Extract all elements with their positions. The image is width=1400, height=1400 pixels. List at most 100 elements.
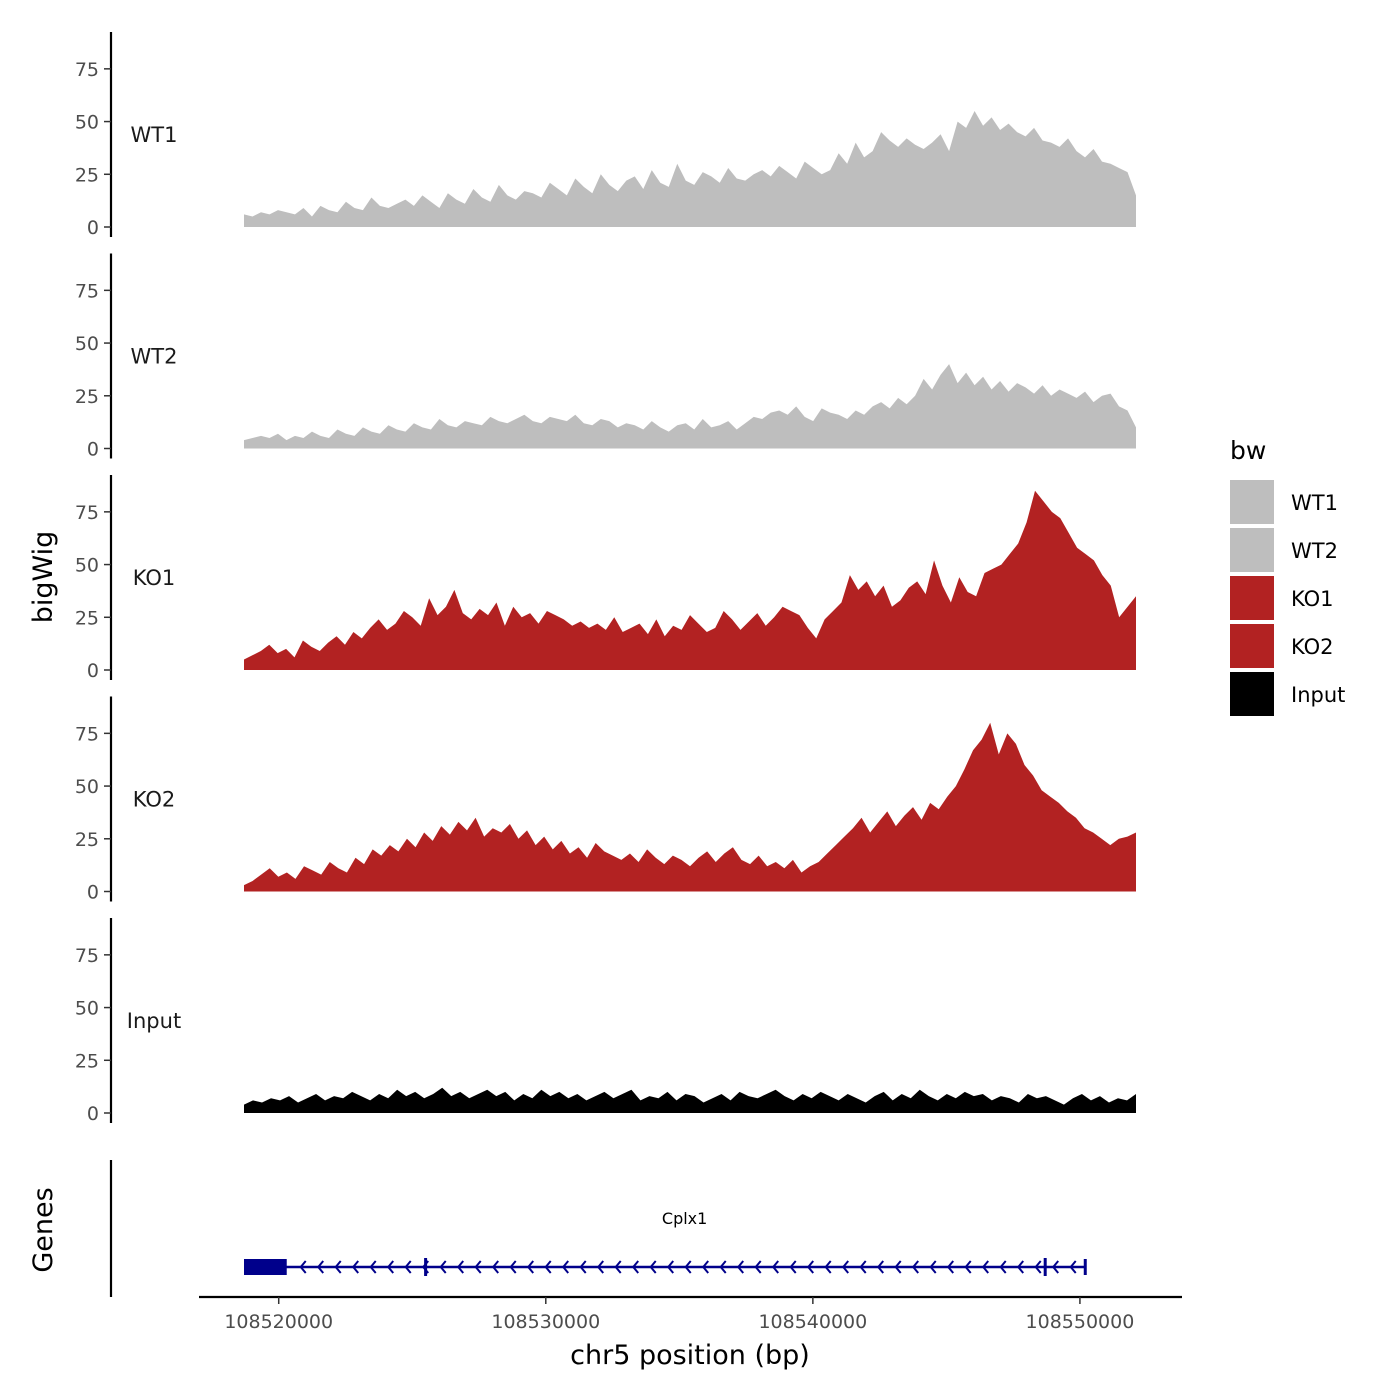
y-tick-label: 50 <box>75 112 99 134</box>
strand-arrow <box>456 1260 464 1274</box>
strand-arrow <box>736 1260 744 1274</box>
strand-arrow <box>911 1260 919 1274</box>
gene-label: Cplx1 <box>662 1209 707 1228</box>
strand-arrow <box>929 1260 937 1274</box>
x-tick-label: 108550000 <box>1026 1311 1135 1333</box>
y-tick-label: 75 <box>75 59 99 81</box>
strand-arrow <box>981 1260 989 1274</box>
track-label-wt2: WT2 <box>131 345 178 369</box>
strand-arrow <box>719 1260 727 1274</box>
strand-arrow <box>614 1260 622 1274</box>
strand-arrow <box>649 1260 657 1274</box>
strand-arrow <box>579 1260 587 1274</box>
gene-exon <box>244 1259 287 1275</box>
x-tick-label: 108540000 <box>758 1311 867 1333</box>
track-label-ko2: KO2 <box>133 788 176 812</box>
area-input <box>244 1087 1136 1113</box>
y-tick-label: 75 <box>75 280 99 302</box>
x-axis-title: chr5 position (bp) <box>570 1340 810 1371</box>
gene-track: Cplx1 <box>109 1160 1087 1297</box>
strand-arrow <box>1034 1260 1042 1274</box>
x-axis: 108520000 108530000 108540000 108550000 <box>199 1295 1182 1333</box>
legend-label: KO1 <box>1291 587 1334 611</box>
legend-label: Input <box>1291 683 1345 707</box>
strand-arrow <box>894 1260 902 1274</box>
strand-arrow <box>439 1260 447 1274</box>
legend-title: bw <box>1230 436 1266 465</box>
strand-arrow <box>561 1260 569 1274</box>
strand-arrow <box>631 1260 639 1274</box>
area-ko1 <box>244 490 1136 670</box>
y-tick-label: 75 <box>75 723 99 745</box>
strand-arrow <box>316 1260 324 1274</box>
x-tick-label: 108530000 <box>491 1311 600 1333</box>
track-ko1: 0 25 50 75 KO1 <box>75 475 1136 682</box>
strand-arrow <box>824 1260 832 1274</box>
track-label-input: Input <box>127 1009 181 1033</box>
track-wt1: 0 25 50 75 WT1 <box>75 32 1136 239</box>
strand-arrow <box>334 1260 342 1274</box>
strand-arrow <box>806 1260 814 1274</box>
legend: bw WT1 WT2 KO1 KO2 Input <box>1230 436 1345 716</box>
strand-arrow <box>1016 1260 1024 1274</box>
y-tick-label: 0 <box>87 660 99 682</box>
y-tick-label: 25 <box>75 607 99 629</box>
y-tick-label: 0 <box>87 882 99 904</box>
strand-arrow <box>666 1260 674 1274</box>
legend-entry-input: Input <box>1230 672 1345 716</box>
area-ko2 <box>244 722 1136 892</box>
strand-arrow <box>1051 1260 1059 1274</box>
strand-arrow <box>351 1260 359 1274</box>
y-tick-label: 25 <box>75 164 99 186</box>
legend-key <box>1230 480 1274 524</box>
strand-arrow <box>964 1260 972 1274</box>
y-tick-label: 75 <box>75 502 99 524</box>
y-tick-label: 50 <box>75 998 99 1020</box>
y-axis-title: bigWig <box>28 531 59 624</box>
area-wt2 <box>244 364 1136 449</box>
strand-arrow <box>771 1260 779 1274</box>
legend-label: WT2 <box>1291 539 1338 563</box>
strand-arrow <box>859 1260 867 1274</box>
track-ko2: 0 25 50 75 KO2 <box>75 696 1136 904</box>
y-tick-label: 25 <box>75 829 99 851</box>
strand-arrow <box>789 1260 797 1274</box>
gene-cplx1: Cplx1 <box>244 1209 1087 1276</box>
strand-arrow <box>841 1260 849 1274</box>
legend-key <box>1230 576 1274 620</box>
y-tick-label: 50 <box>75 776 99 798</box>
strand-arrow <box>491 1260 499 1274</box>
strand-arrow <box>386 1260 394 1274</box>
legend-key <box>1230 528 1274 572</box>
track-input: 0 25 50 75 Input <box>75 918 1136 1125</box>
y-tick-label: 0 <box>87 217 99 239</box>
y-tick-label: 0 <box>87 1103 99 1125</box>
strand-arrow <box>509 1260 517 1274</box>
strand-arrow <box>701 1260 709 1274</box>
y-tick-label: 75 <box>75 945 99 967</box>
strand-arrow <box>876 1260 884 1274</box>
y-tick-label: 50 <box>75 555 99 577</box>
strand-arrow <box>544 1260 552 1274</box>
legend-key <box>1230 672 1274 716</box>
genes-axis-title: Genes <box>28 1187 59 1272</box>
strand-arrow <box>999 1260 1007 1274</box>
strand-arrow <box>299 1260 307 1274</box>
strand-arrow <box>596 1260 604 1274</box>
track-wt2: 0 25 50 75 WT2 <box>75 253 1136 461</box>
strand-arrow <box>369 1260 377 1274</box>
x-tick-label: 108520000 <box>224 1311 333 1333</box>
legend-entry-ko2: KO2 <box>1230 624 1334 668</box>
legend-entry-ko1: KO1 <box>1230 576 1334 620</box>
legend-label: KO2 <box>1291 635 1334 659</box>
strand-arrow <box>946 1260 954 1274</box>
y-tick-label: 0 <box>87 439 99 461</box>
strand-arrow <box>404 1260 412 1274</box>
strand-arrow <box>1069 1260 1077 1274</box>
strand-arrow <box>526 1260 534 1274</box>
legend-entry-wt1: WT1 <box>1230 480 1338 524</box>
area-wt1 <box>244 111 1136 227</box>
legend-label: WT1 <box>1291 491 1338 515</box>
track-label-ko1: KO1 <box>133 566 176 590</box>
